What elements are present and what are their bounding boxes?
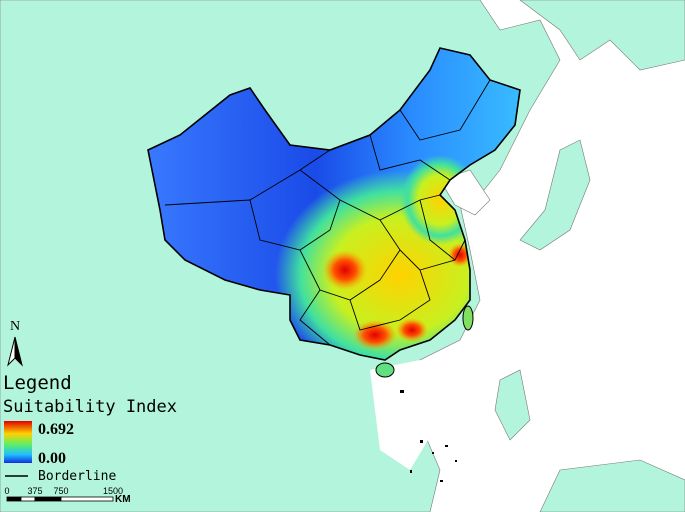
color-ramp xyxy=(4,421,32,463)
scale-bar xyxy=(6,496,114,502)
scale-label: 750 xyxy=(53,486,68,496)
land xyxy=(539,459,685,512)
scale-label: 375 xyxy=(27,486,42,496)
hainan xyxy=(375,362,395,378)
north-arrow xyxy=(14,336,23,367)
scale-label: 0 xyxy=(4,486,9,496)
taiwan xyxy=(462,305,474,331)
china-border xyxy=(147,47,521,361)
land xyxy=(519,0,685,71)
islands xyxy=(400,390,457,482)
scale-unit: KM xyxy=(115,494,131,505)
land xyxy=(494,369,531,441)
legend-max: 0.692 xyxy=(38,421,74,438)
north-label: N xyxy=(10,319,20,334)
province-borders xyxy=(164,79,491,346)
scale-label: 1500 xyxy=(103,486,123,496)
sea xyxy=(439,169,491,216)
legend-min: 0.00 xyxy=(38,450,66,467)
legend-border: Borderline xyxy=(38,469,116,484)
legend-subtitle: Suitability Index xyxy=(3,397,177,417)
land xyxy=(519,139,591,251)
legend-title: Legend xyxy=(3,372,72,394)
